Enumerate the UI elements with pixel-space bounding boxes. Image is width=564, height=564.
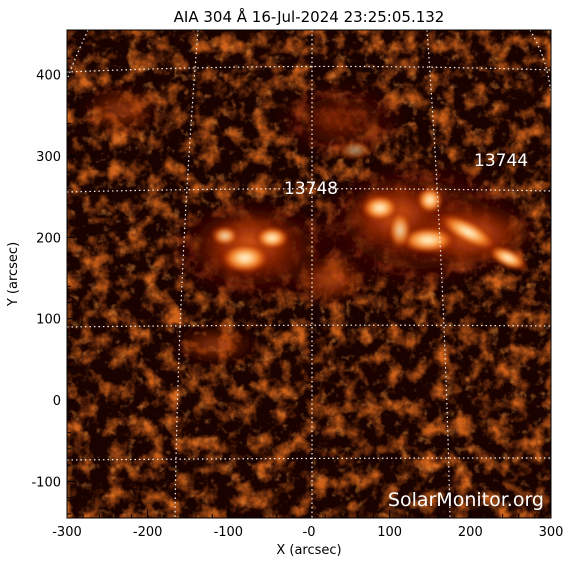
x-tick-label: 300	[539, 525, 564, 540]
y-tick-label: 200	[36, 231, 61, 246]
x-axis-label: X (arcsec)	[276, 543, 341, 558]
active-region-label: 13748	[284, 179, 338, 199]
longitude-line	[426, 30, 451, 518]
y-tick-label: 0	[53, 394, 61, 409]
active-region-label: 13744	[474, 151, 528, 171]
longitude-line	[67, 30, 89, 81]
y-tick-label: 400	[36, 69, 61, 84]
bright-plage-cores	[211, 140, 529, 274]
plot-area: 13748 13744 SolarMonitor.org	[67, 30, 551, 518]
y-tick-label: 100	[36, 313, 61, 328]
y-axis-label: Y (arcsec)	[6, 242, 21, 307]
x-tick-label: 100	[377, 525, 402, 540]
x-tick-label: -0	[303, 525, 316, 540]
y-tick-label: -100	[31, 475, 61, 490]
y-axis-ticks: 400 300 200 100 0 -100	[31, 41, 75, 515]
x-tick-label: 200	[458, 525, 483, 540]
heliographic-grid	[67, 30, 551, 518]
figure-title: AIA 304 Å 16-Jul-2024 23:25:05.132	[174, 7, 445, 26]
y-tick-label: 300	[36, 150, 61, 165]
x-axis-ticks: -300 -200 -100 -0 100 200 300	[52, 510, 563, 540]
longitude-line	[174, 30, 199, 518]
watermark-text: SolarMonitor.org	[388, 489, 544, 511]
x-tick-label: -300	[52, 525, 82, 540]
x-tick-label: -200	[133, 525, 163, 540]
x-tick-label: -100	[214, 525, 244, 540]
